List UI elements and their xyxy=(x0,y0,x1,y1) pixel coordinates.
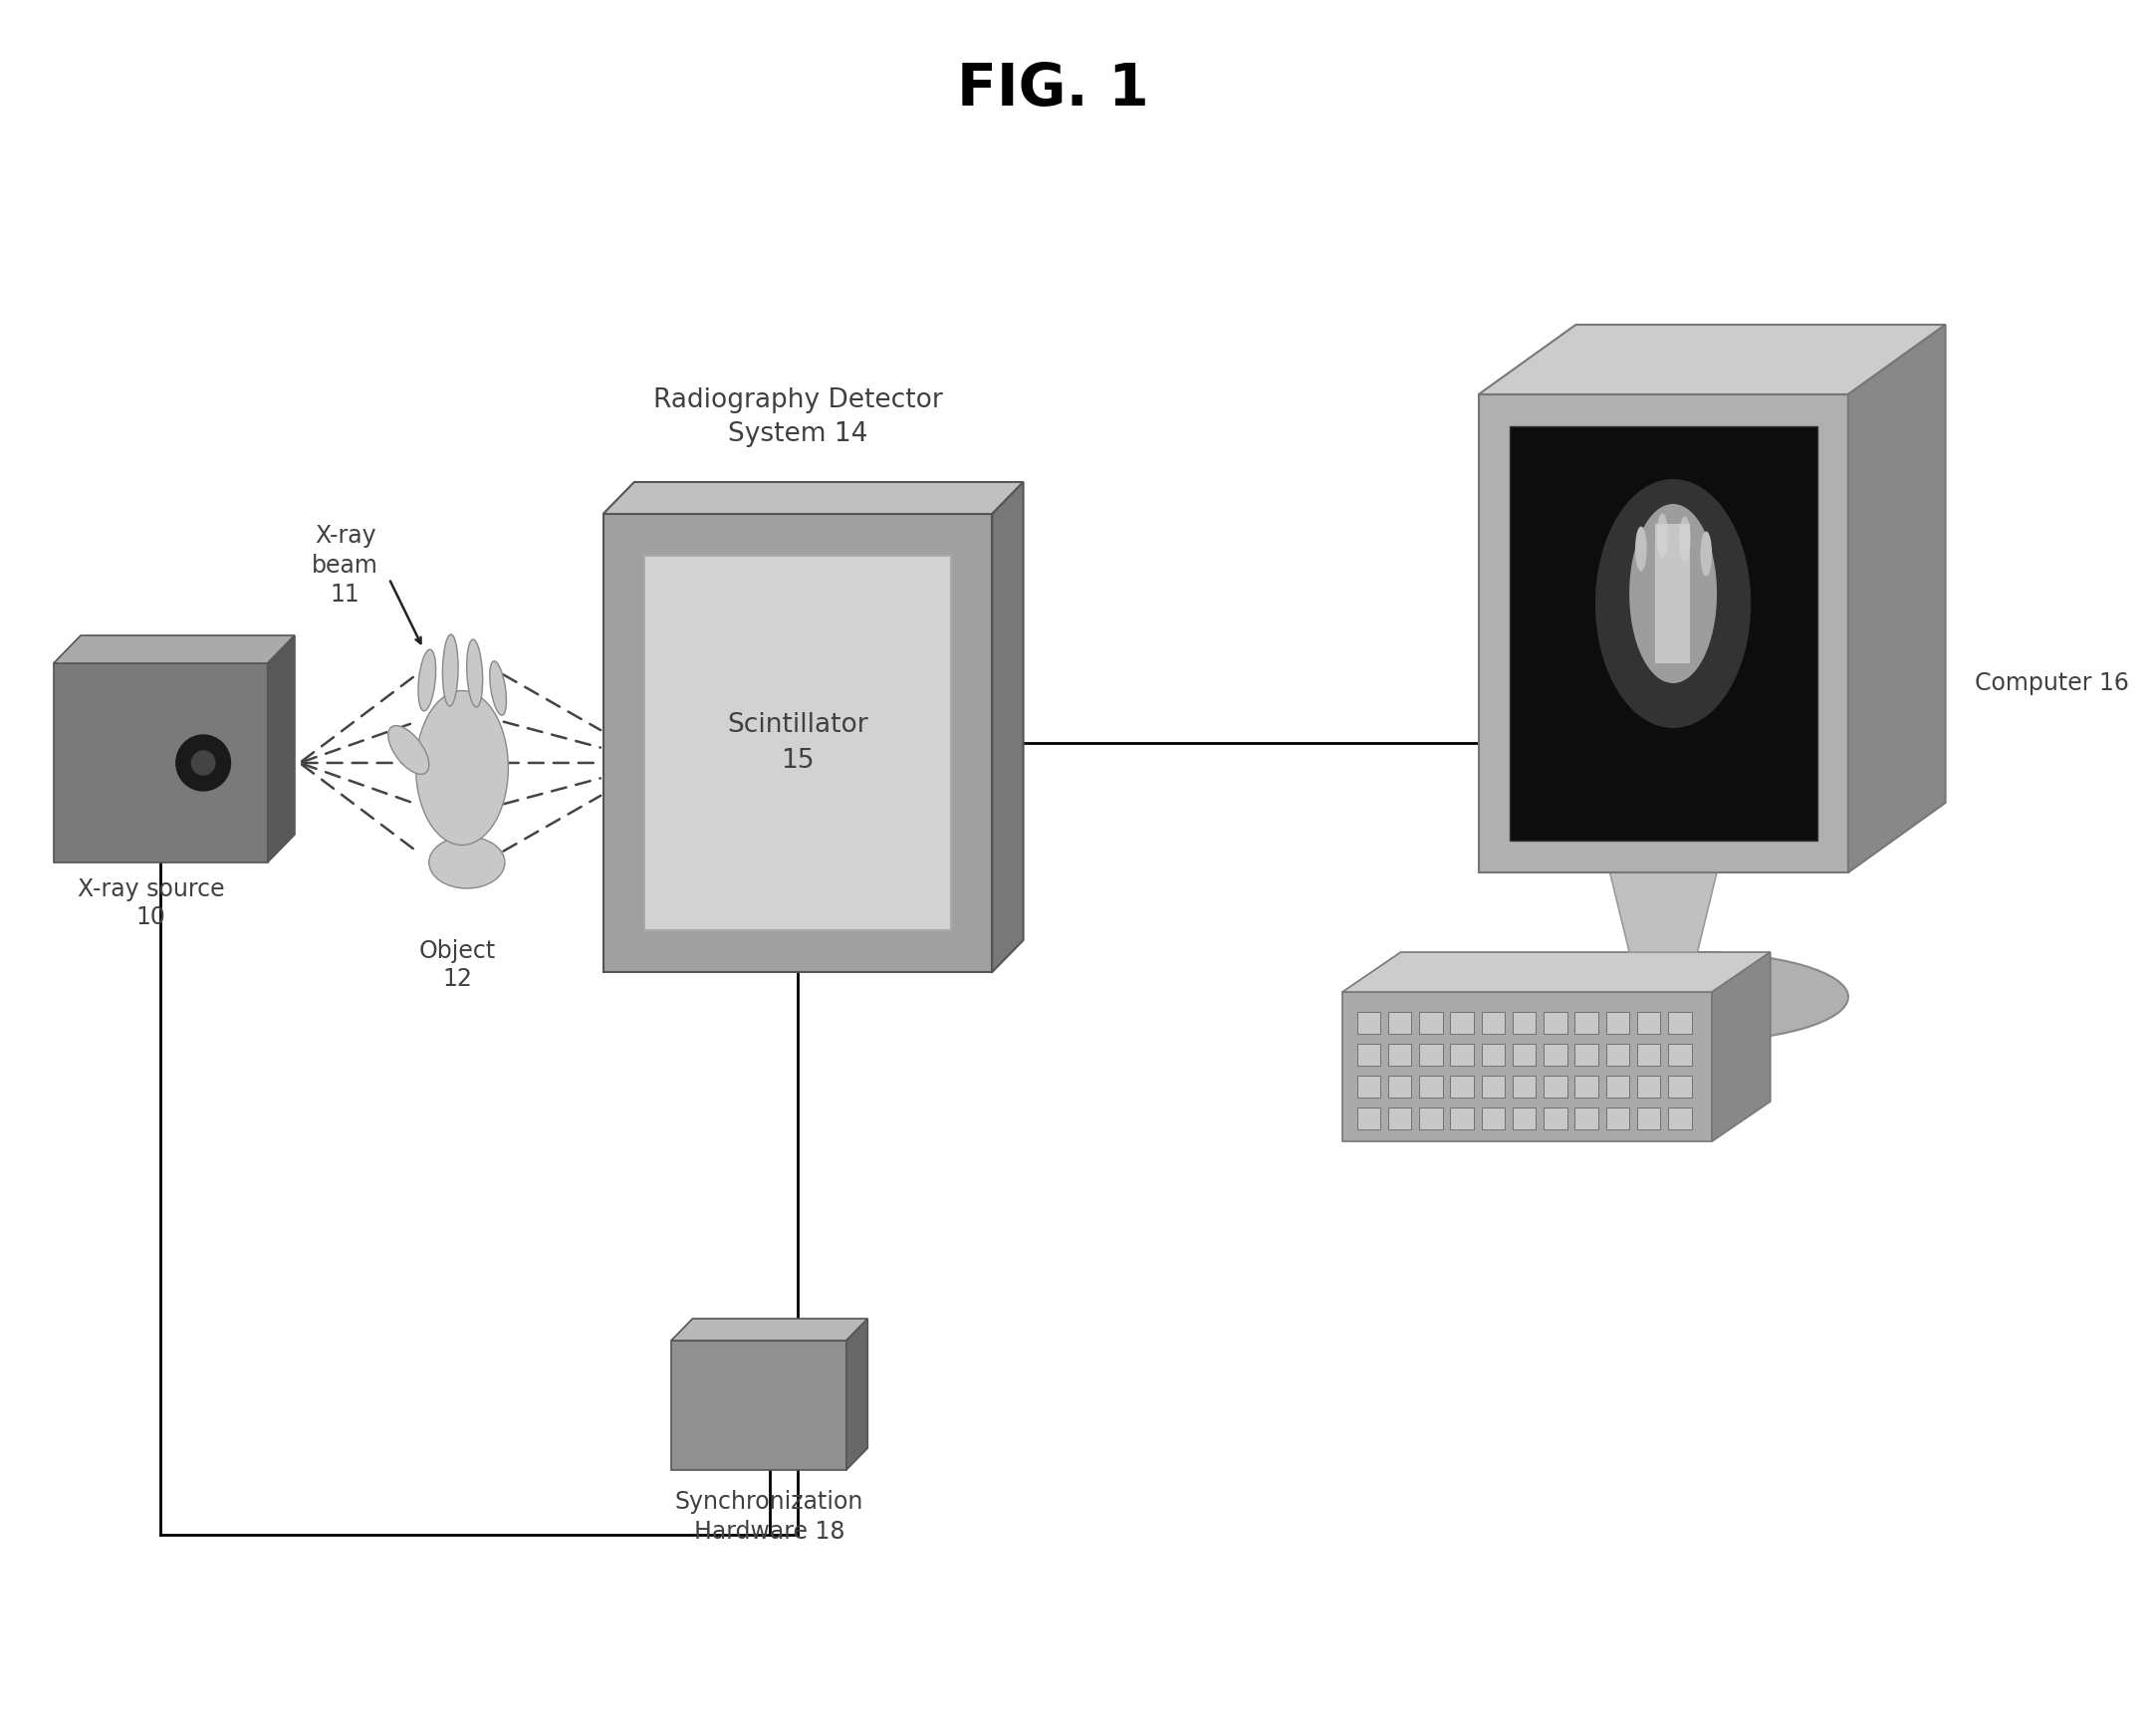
Bar xyxy=(1451,1043,1475,1066)
Bar xyxy=(1574,1076,1598,1097)
Bar xyxy=(1481,1012,1505,1033)
Polygon shape xyxy=(671,1318,867,1341)
Polygon shape xyxy=(992,481,1024,971)
Text: Computer 16: Computer 16 xyxy=(1975,670,2128,694)
Polygon shape xyxy=(1848,325,1945,873)
Polygon shape xyxy=(1479,325,1945,394)
Bar xyxy=(1544,1107,1567,1129)
Bar xyxy=(1669,1076,1692,1097)
Bar xyxy=(1481,1043,1505,1066)
Polygon shape xyxy=(1343,952,1770,992)
Ellipse shape xyxy=(489,662,507,715)
Bar xyxy=(1636,1107,1660,1129)
Bar xyxy=(1388,1076,1412,1097)
Bar xyxy=(1669,1043,1692,1066)
Ellipse shape xyxy=(1680,516,1690,560)
Text: Object
12: Object 12 xyxy=(418,939,496,990)
Bar xyxy=(1544,1043,1567,1066)
Ellipse shape xyxy=(418,650,436,712)
Bar xyxy=(1356,1012,1380,1033)
Polygon shape xyxy=(1712,952,1770,1141)
Bar xyxy=(1574,1012,1598,1033)
Bar xyxy=(1356,1107,1380,1129)
Bar xyxy=(1419,1012,1442,1033)
Text: FIG. 1: FIG. 1 xyxy=(957,62,1149,119)
Bar xyxy=(1636,1076,1660,1097)
Bar xyxy=(1574,1107,1598,1129)
Text: Scintillator
15: Scintillator 15 xyxy=(727,712,869,774)
Bar xyxy=(1419,1076,1442,1097)
Bar xyxy=(1451,1012,1475,1033)
Bar xyxy=(671,1341,847,1470)
Bar xyxy=(645,555,951,930)
Bar xyxy=(1636,1012,1660,1033)
Bar xyxy=(1606,1107,1630,1129)
Bar xyxy=(1606,1043,1630,1066)
Bar xyxy=(1481,1107,1505,1129)
Ellipse shape xyxy=(416,691,509,846)
Bar xyxy=(1669,1012,1692,1033)
Bar xyxy=(1544,1076,1567,1097)
Bar xyxy=(1343,992,1712,1141)
Bar xyxy=(1574,1043,1598,1066)
Bar xyxy=(1636,1043,1660,1066)
Bar xyxy=(1606,1012,1630,1033)
Text: Synchronization
Hardware 18: Synchronization Hardware 18 xyxy=(675,1490,865,1544)
Polygon shape xyxy=(604,481,1024,514)
Polygon shape xyxy=(1611,873,1716,952)
Bar xyxy=(1544,1012,1567,1033)
Ellipse shape xyxy=(1537,952,1848,1042)
Ellipse shape xyxy=(466,639,483,707)
Bar xyxy=(1514,1043,1535,1066)
Ellipse shape xyxy=(1656,514,1669,559)
Bar xyxy=(1451,1076,1475,1097)
Bar xyxy=(1388,1043,1412,1066)
Bar xyxy=(1479,394,1848,873)
Bar xyxy=(1419,1107,1442,1129)
Ellipse shape xyxy=(388,725,429,774)
Bar xyxy=(1419,1043,1442,1066)
Bar xyxy=(1388,1107,1412,1129)
Ellipse shape xyxy=(442,634,459,707)
Text: X-ray source
10: X-ray source 10 xyxy=(78,877,224,928)
Circle shape xyxy=(177,736,231,791)
Ellipse shape xyxy=(1630,504,1716,682)
Bar xyxy=(1669,1107,1692,1129)
Bar xyxy=(1356,1043,1380,1066)
Bar xyxy=(1514,1012,1535,1033)
Bar xyxy=(1451,1107,1475,1129)
Polygon shape xyxy=(847,1318,867,1470)
Ellipse shape xyxy=(429,837,505,889)
Bar xyxy=(1356,1076,1380,1097)
Bar xyxy=(1509,426,1818,841)
Ellipse shape xyxy=(1595,480,1751,729)
Ellipse shape xyxy=(1634,526,1647,571)
Bar xyxy=(54,664,267,863)
Polygon shape xyxy=(267,636,295,863)
Circle shape xyxy=(192,751,216,775)
Bar xyxy=(604,514,992,971)
Bar xyxy=(1388,1012,1412,1033)
Bar xyxy=(1514,1076,1535,1097)
Bar xyxy=(1656,524,1690,664)
Bar xyxy=(1514,1107,1535,1129)
Polygon shape xyxy=(54,636,295,664)
Text: Radiography Detector
System 14: Radiography Detector System 14 xyxy=(653,387,942,447)
Bar xyxy=(1606,1076,1630,1097)
Bar xyxy=(1481,1076,1505,1097)
Ellipse shape xyxy=(1701,531,1712,576)
Text: X-ray
beam
11: X-ray beam 11 xyxy=(313,524,379,607)
